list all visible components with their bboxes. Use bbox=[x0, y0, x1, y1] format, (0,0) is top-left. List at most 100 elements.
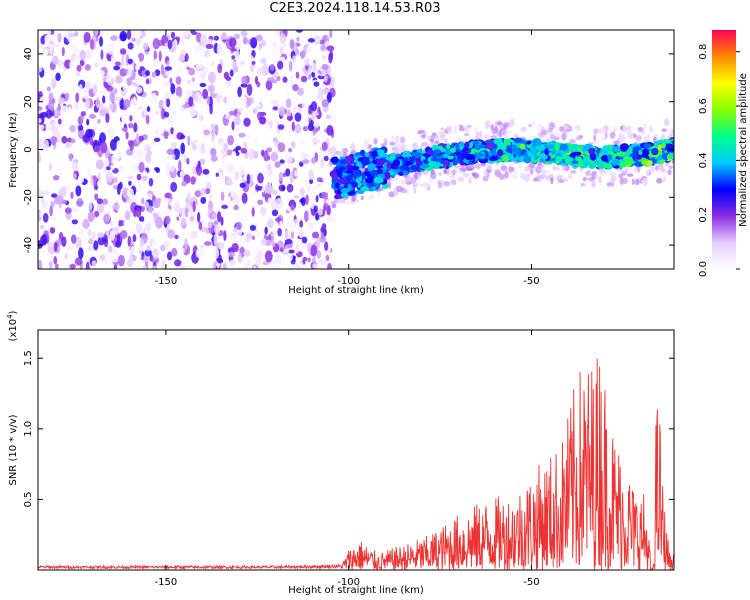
heatmap-cell bbox=[243, 117, 251, 127]
heatmap-cell bbox=[475, 131, 480, 138]
heatmap-cell bbox=[49, 205, 53, 217]
heatmap-cell bbox=[277, 142, 286, 153]
heatmap-cell bbox=[462, 172, 469, 178]
heatmap-cell bbox=[98, 36, 104, 47]
heatmap-cell bbox=[197, 94, 203, 105]
heatmap-cell bbox=[131, 37, 136, 42]
heatmap-cell bbox=[246, 259, 252, 266]
heatmap-cell bbox=[389, 153, 396, 161]
heatmap-cell bbox=[68, 32, 75, 38]
heatmap-cell bbox=[295, 71, 300, 79]
heatmap-cell bbox=[588, 163, 596, 169]
heatmap-cell bbox=[359, 149, 366, 157]
heatmap-cell bbox=[49, 162, 53, 172]
heatmap-cell bbox=[344, 200, 352, 205]
heatmap-cell bbox=[626, 173, 634, 177]
heatmap-cell bbox=[225, 180, 234, 186]
heatmap-cell bbox=[333, 198, 338, 203]
heatmap-cell bbox=[202, 124, 207, 131]
heatmap-cell bbox=[82, 90, 90, 100]
heatmap-cell bbox=[450, 147, 456, 153]
heatmap-cell bbox=[284, 239, 293, 245]
x-tick-label: -150 bbox=[155, 276, 178, 287]
heatmap-cell bbox=[165, 164, 171, 177]
heatmap-cell bbox=[267, 218, 274, 228]
heatmap-cell bbox=[450, 169, 457, 174]
heatmap-cell bbox=[94, 210, 100, 218]
heatmap-cell bbox=[253, 136, 258, 144]
heatmap-cell bbox=[519, 143, 526, 150]
heatmap-cell bbox=[542, 154, 548, 160]
heatmap-cell bbox=[78, 247, 84, 260]
heatmap-cell bbox=[327, 147, 332, 155]
heatmap-cell bbox=[529, 168, 534, 174]
heatmap-cell bbox=[284, 108, 288, 115]
heatmap-cell bbox=[463, 146, 469, 152]
spectrogram-xlabel: Height of straight line (km) bbox=[288, 285, 424, 296]
heatmap-cell bbox=[39, 185, 48, 192]
heatmap-cell bbox=[79, 59, 85, 67]
heatmap-cell bbox=[326, 45, 335, 52]
heatmap-cell bbox=[307, 62, 312, 75]
heatmap-cell bbox=[47, 243, 55, 249]
heatmap-cell bbox=[286, 219, 293, 226]
heatmap-cell bbox=[129, 139, 134, 151]
heatmap-cell bbox=[150, 140, 156, 147]
heatmap-cell bbox=[513, 167, 518, 174]
heatmap-cell bbox=[311, 256, 316, 264]
heatmap-cell bbox=[316, 177, 323, 183]
y-tick-label: 40 bbox=[23, 48, 34, 61]
heatmap-cell bbox=[520, 172, 527, 180]
heatmap-cell bbox=[433, 134, 439, 139]
heatmap-cell bbox=[139, 238, 144, 248]
heatmap-cell bbox=[222, 157, 228, 167]
page-title: C2E3.2024.118.14.53.R03 bbox=[269, 1, 441, 16]
heatmap-cell bbox=[464, 125, 470, 133]
heatmap-cell bbox=[213, 234, 219, 246]
heatmap-cell bbox=[330, 145, 337, 158]
heatmap-cell bbox=[99, 171, 108, 183]
heatmap-cell bbox=[135, 222, 143, 234]
heatmap-cell bbox=[118, 146, 124, 153]
heatmap-cell bbox=[284, 229, 291, 239]
heatmap-cell bbox=[282, 43, 287, 48]
heatmap-cell bbox=[326, 204, 331, 216]
heatmap-cell bbox=[203, 241, 212, 246]
heatmap-cell bbox=[184, 237, 188, 250]
heatmap-cell bbox=[669, 127, 674, 136]
heatmap-cell bbox=[106, 43, 115, 55]
heatmap-cell bbox=[191, 111, 198, 116]
heatmap-cell bbox=[275, 217, 282, 222]
heatmap-cell bbox=[569, 138, 576, 145]
heatmap-cell bbox=[136, 56, 140, 68]
heatmap-cell bbox=[260, 206, 267, 216]
heatmap-cell bbox=[187, 79, 191, 85]
heatmap-cell bbox=[87, 168, 91, 178]
heatmap-cell bbox=[134, 30, 142, 39]
heatmap-cell bbox=[360, 158, 370, 166]
heatmap-cell bbox=[120, 54, 125, 67]
heatmap-cell bbox=[163, 131, 169, 140]
heatmap-cell bbox=[618, 173, 624, 179]
heatmap-cell bbox=[405, 175, 411, 184]
heatmap-cell bbox=[180, 142, 186, 155]
heatmap-cell bbox=[211, 60, 215, 67]
heatmap-cell bbox=[463, 133, 470, 137]
heatmap-cell bbox=[45, 123, 54, 131]
heatmap-cell bbox=[237, 107, 244, 113]
heatmap-cell bbox=[321, 132, 328, 138]
heatmap-cell bbox=[520, 126, 527, 132]
heatmap-cell bbox=[89, 38, 95, 50]
heatmap-cell bbox=[87, 228, 92, 237]
heatmap-cell bbox=[511, 172, 519, 179]
heatmap-cell bbox=[258, 116, 266, 125]
heatmap-cell bbox=[667, 169, 672, 175]
heatmap-cell bbox=[227, 135, 234, 146]
heatmap-cell bbox=[113, 224, 119, 235]
heatmap-cell bbox=[456, 137, 462, 143]
heatmap-cell bbox=[592, 141, 599, 145]
heatmap-cell bbox=[310, 101, 318, 112]
heatmap-cell bbox=[316, 250, 322, 259]
heatmap-cell bbox=[152, 248, 159, 260]
colorbar-tick-label: 0.0 bbox=[698, 261, 709, 277]
